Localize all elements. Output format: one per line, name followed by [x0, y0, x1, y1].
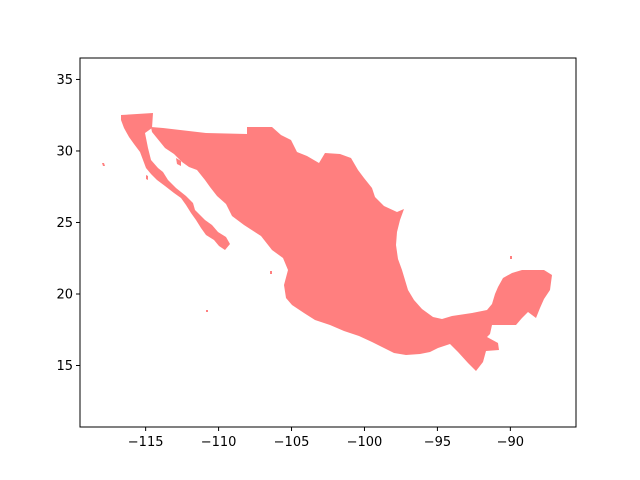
tres-marias-island-shape — [270, 271, 272, 274]
x-tick-label: −100 — [347, 435, 383, 450]
baja-california-shape — [121, 113, 230, 250]
x-tick-label: −90 — [497, 435, 524, 450]
mexico-mainland-shape — [151, 127, 552, 371]
y-tick-label: 35 — [56, 73, 73, 88]
y-tick-label: 20 — [56, 287, 73, 302]
socorro-island-shape — [206, 310, 208, 312]
y-tick-label: 30 — [56, 144, 73, 159]
guadalupe-island-shape — [102, 163, 105, 166]
mexico-region — [102, 113, 552, 371]
axes-frame — [79, 57, 577, 428]
cedros-island-shape — [146, 175, 148, 180]
x-tick-label: −95 — [424, 435, 451, 450]
y-tick-label: 25 — [56, 216, 73, 231]
y-tick-label: 15 — [56, 359, 73, 374]
tiburon-island-shape — [176, 158, 181, 166]
x-tick-label: −115 — [128, 435, 164, 450]
y-axis: 15 20 25 30 35 — [56, 73, 80, 374]
cozumel-island-shape — [510, 256, 512, 259]
x-tick-label: −110 — [201, 435, 237, 450]
x-axis: −115 −110 −105 −100 −95 −90 — [128, 427, 524, 450]
x-tick-label: −105 — [274, 435, 310, 450]
